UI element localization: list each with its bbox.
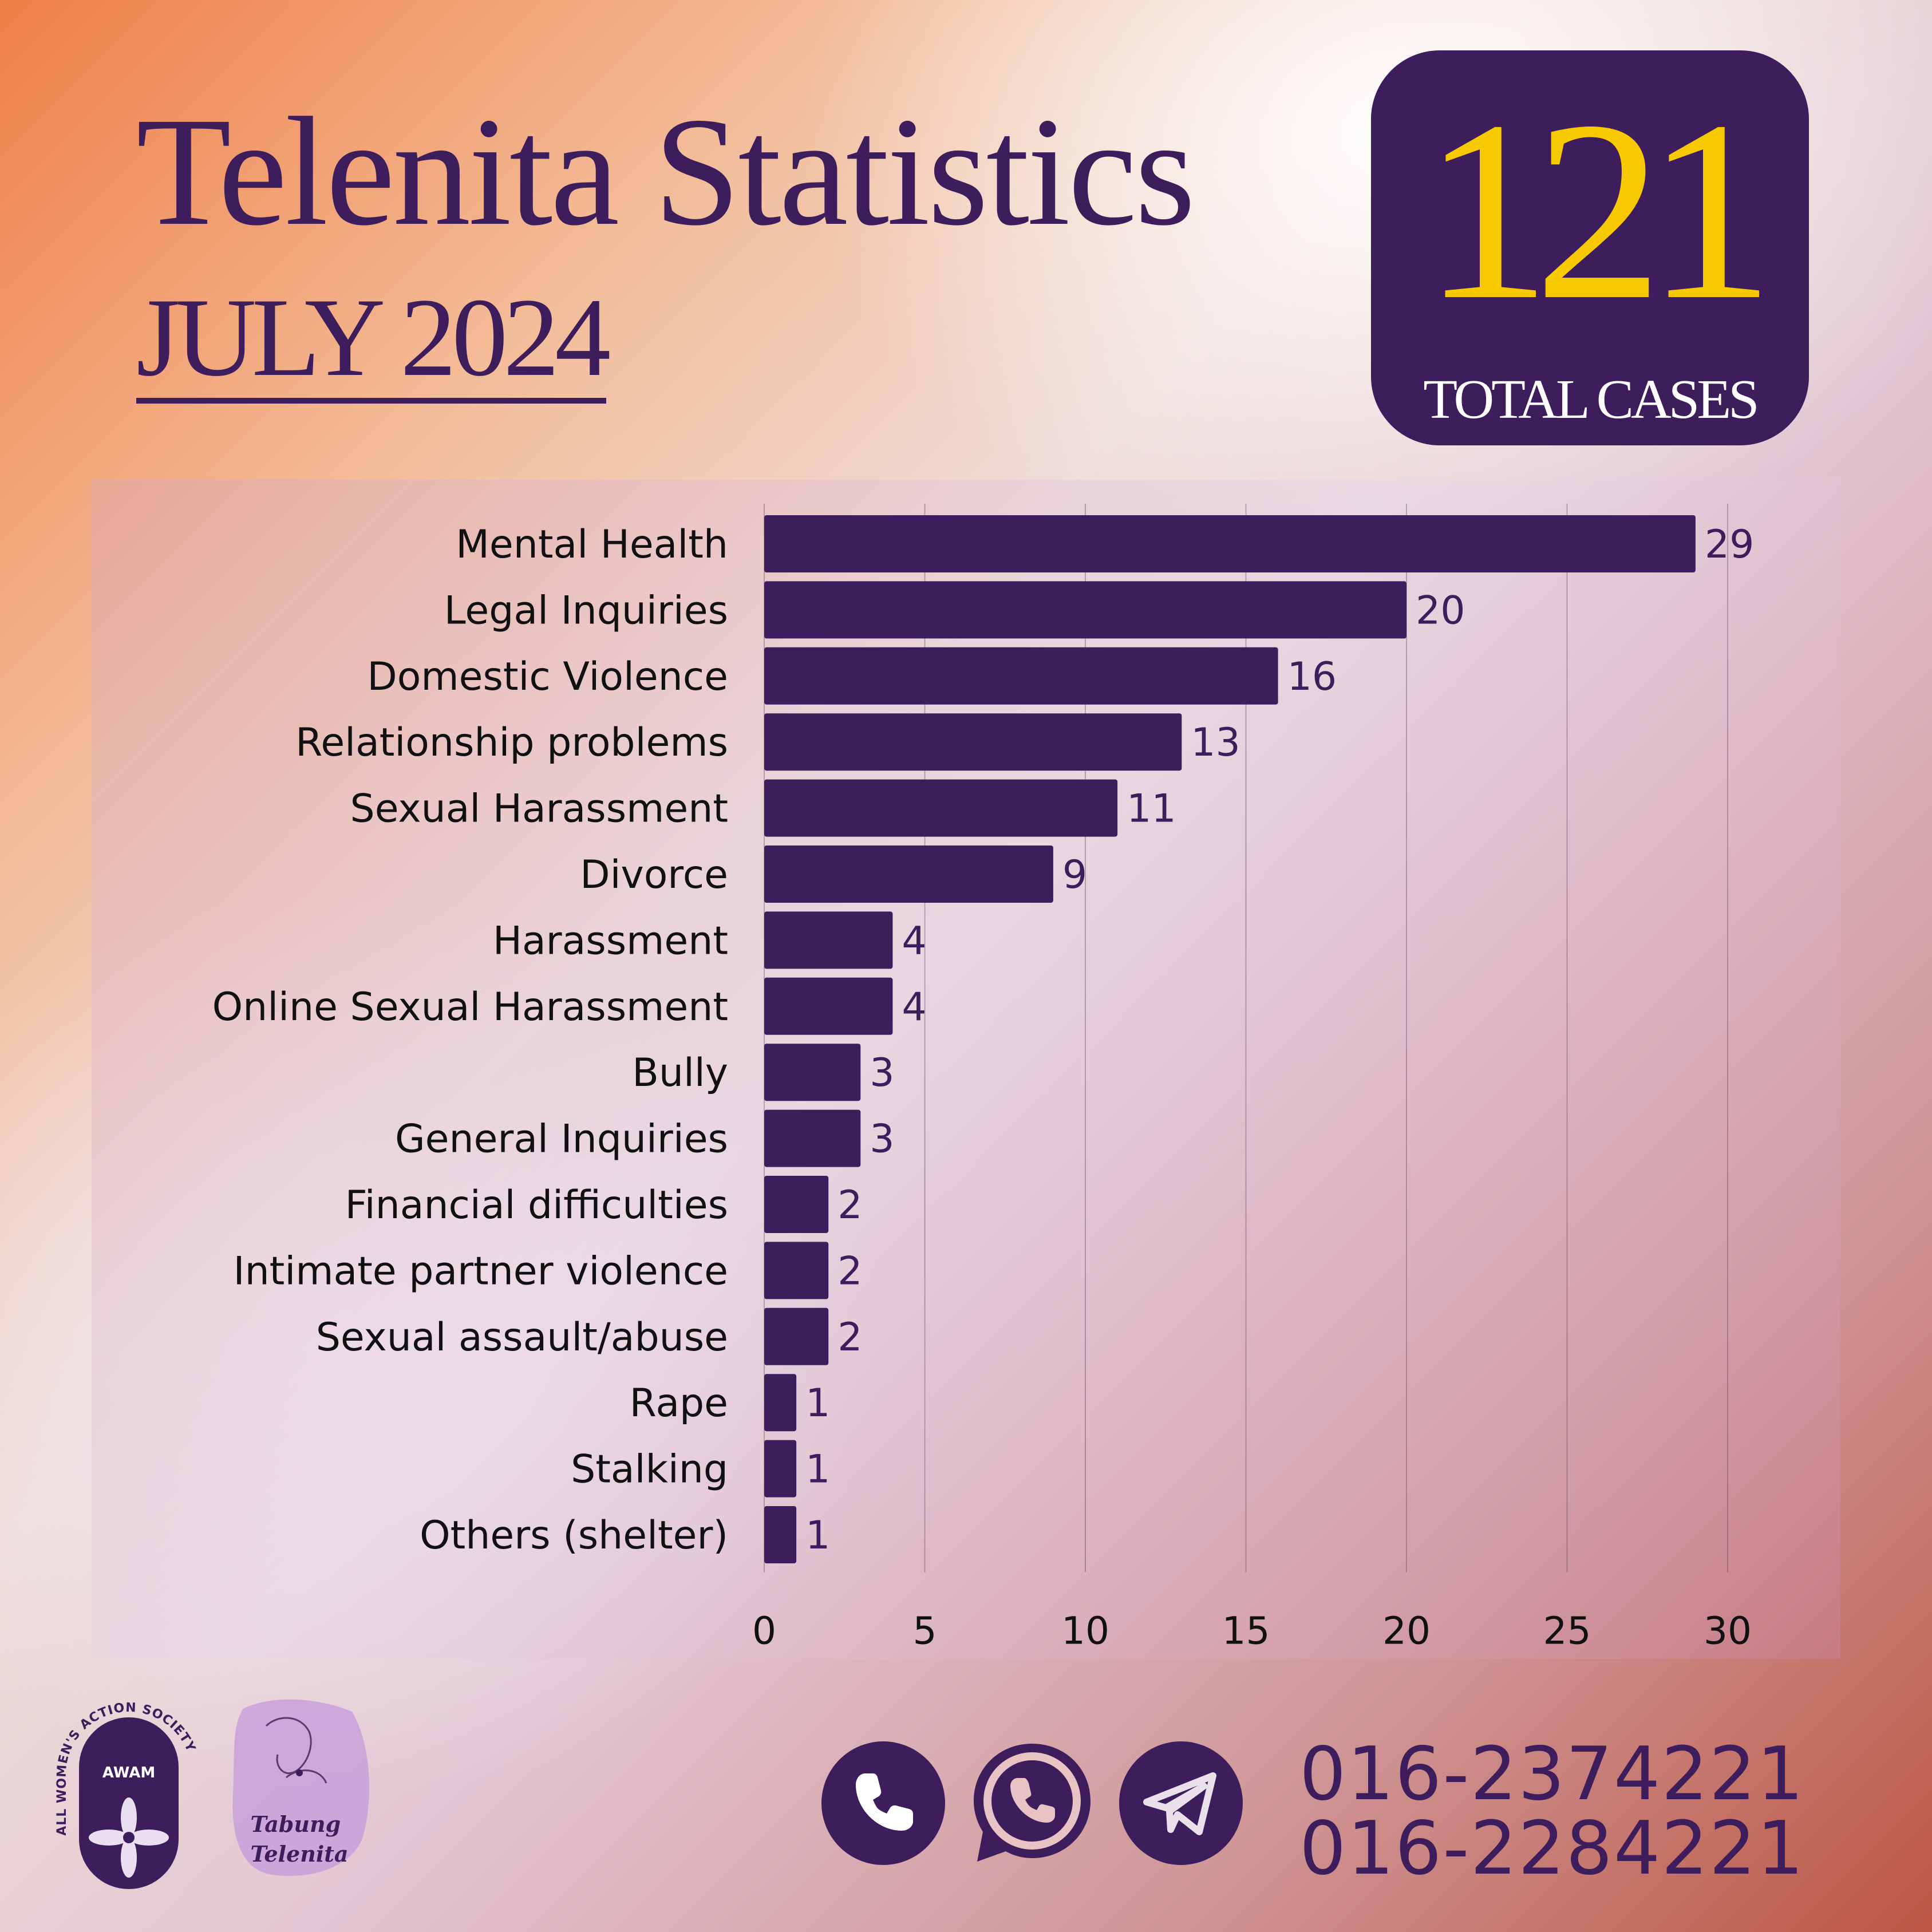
bar [764, 846, 1053, 903]
bar [764, 515, 1696, 572]
bar [764, 1307, 829, 1365]
x-tick-label: 30 [1704, 1609, 1752, 1653]
data-label: 20 [1416, 588, 1465, 633]
bar [764, 1374, 797, 1432]
tabung-telenita-text: Tabung Telenita [251, 1811, 349, 1867]
bar [764, 1440, 797, 1498]
awam-logo-text: AWAM [102, 1764, 155, 1781]
category-label: Bully [632, 1050, 728, 1096]
data-label: 1 [805, 1513, 830, 1558]
category-label: Online Sexual Harassment [212, 985, 728, 1030]
category-label: General Inquiries [395, 1117, 728, 1162]
bar [764, 911, 893, 969]
whatsapp-icon[interactable] [969, 1740, 1095, 1866]
data-label: 3 [870, 1117, 894, 1162]
data-label: 13 [1191, 720, 1240, 765]
bar [764, 581, 1406, 639]
bar [764, 779, 1118, 837]
phone-icon[interactable] [820, 1740, 946, 1866]
x-tick-label: 10 [1061, 1609, 1109, 1653]
category-label: Relationship problems [295, 720, 728, 765]
flower-icon [89, 1797, 169, 1878]
data-label: 9 [1062, 852, 1087, 898]
chart-bars [764, 515, 1696, 1563]
bar [764, 713, 1182, 771]
data-label: 2 [837, 1315, 862, 1360]
awam-logo: ALL WOMEN'S ACTION SOCIETY AWAM [55, 1701, 197, 1889]
data-label: 1 [805, 1381, 830, 1426]
total-cases-card: 121 TOTAL CASES [1371, 50, 1809, 445]
data-label: 29 [1705, 522, 1755, 567]
category-label: Harassment [493, 918, 728, 963]
category-label: Mental Health [456, 522, 728, 567]
x-tick-label: 25 [1543, 1609, 1591, 1653]
tabung-telenita-logo: Tabung Telenita [232, 1699, 370, 1876]
bar [764, 647, 1278, 705]
page-subtitle: JULY 2024 [136, 278, 611, 404]
phone-number-1[interactable]: 016-2374221 [1299, 1732, 1805, 1817]
category-label: Intimate partner violence [234, 1249, 728, 1294]
bar [764, 1242, 829, 1299]
data-label: 4 [902, 918, 926, 963]
category-label: Divorce [580, 852, 728, 898]
chart-panel: Mental Health 29 Legal Inquiries 20 Domestic… [92, 480, 1840, 1659]
category-label: Sexual Harassment [350, 787, 728, 832]
x-tick-label: 0 [752, 1609, 776, 1653]
data-label: 2 [837, 1249, 862, 1294]
bar [764, 1506, 797, 1563]
data-label: 3 [870, 1050, 894, 1096]
category-label: Others (shelter) [420, 1513, 728, 1558]
total-cases-number: 121 [1423, 68, 1775, 353]
bar [764, 977, 893, 1035]
data-label: 2 [837, 1183, 862, 1228]
category-label: Stalking [571, 1447, 728, 1492]
category-label: Sexual assault/abuse [316, 1315, 728, 1360]
category-label: Domestic Violence [367, 654, 728, 700]
telegram-icon[interactable] [1118, 1740, 1244, 1866]
x-tick-label: 15 [1222, 1609, 1270, 1653]
x-tick-label: 20 [1382, 1609, 1431, 1653]
bar [764, 1109, 861, 1167]
hands-icon [265, 1717, 312, 1775]
data-label: 16 [1287, 654, 1337, 700]
bar [764, 1044, 861, 1101]
phone-number-2[interactable]: 016-2284221 [1299, 1806, 1805, 1891]
chart-x-axis: 0 5 10 15 20 25 30 [752, 1609, 1752, 1653]
data-label: 4 [902, 985, 926, 1030]
category-label: Financial difficulties [345, 1183, 728, 1228]
x-tick-label: 5 [913, 1609, 937, 1653]
category-label: Rape [630, 1381, 728, 1426]
total-cases-label: TOTAL CASES [1423, 369, 1759, 430]
page-title: Telenita Statistics [136, 85, 1195, 258]
data-label: 1 [805, 1447, 830, 1492]
bar [764, 1176, 829, 1233]
data-label: 11 [1127, 787, 1176, 832]
category-label: Legal Inquiries [444, 588, 728, 633]
